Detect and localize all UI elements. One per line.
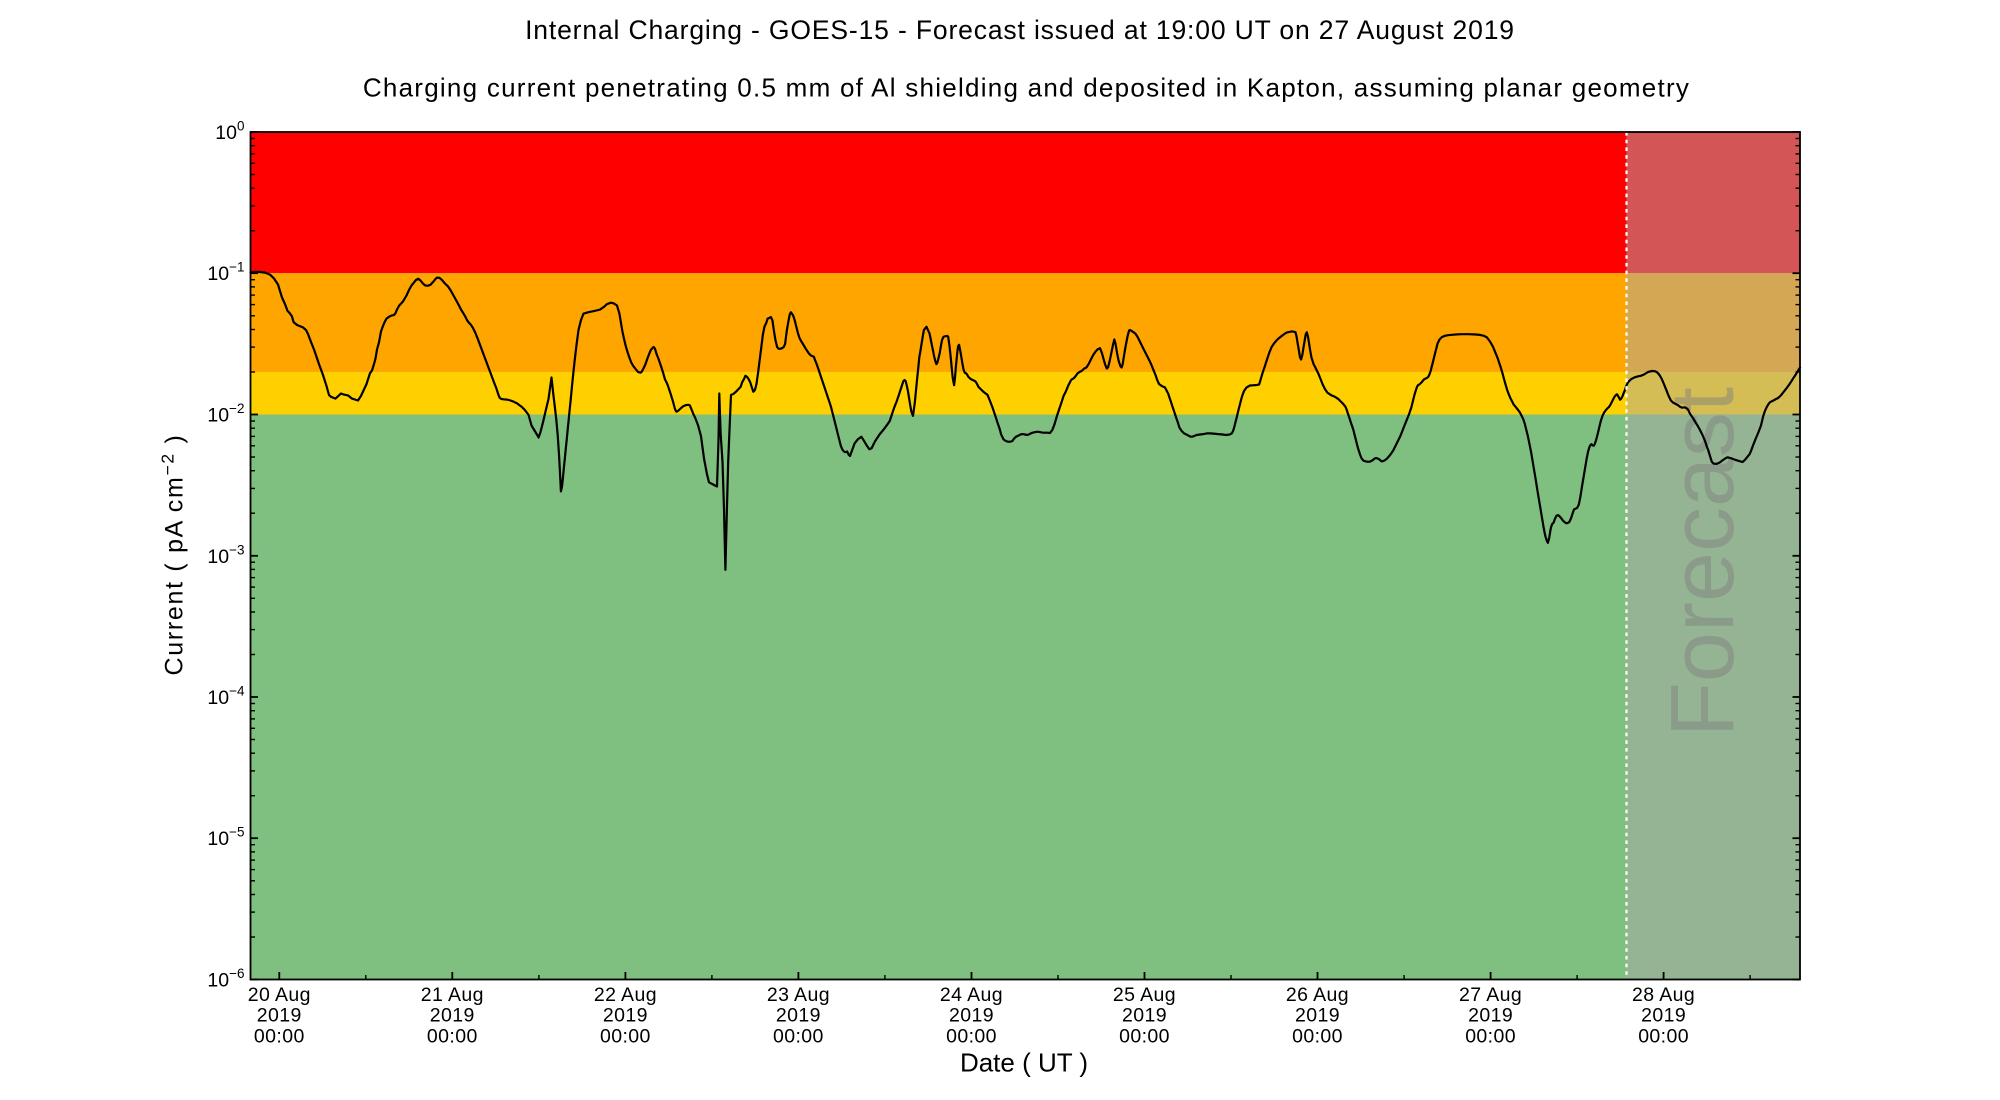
svg-text:2019: 2019 [1468, 1005, 1513, 1027]
svg-text:20 Aug: 20 Aug [248, 984, 311, 1006]
svg-text:2019: 2019 [1122, 1005, 1167, 1027]
svg-text:00:00: 00:00 [254, 1026, 305, 1048]
svg-text:00:00: 00:00 [1119, 1026, 1170, 1048]
svg-text:24 Aug: 24 Aug [940, 984, 1003, 1006]
svg-text:00:00: 00:00 [946, 1026, 997, 1048]
svg-text:00:00: 00:00 [600, 1026, 651, 1048]
svg-text:2019: 2019 [430, 1005, 475, 1027]
svg-text:Forecast: Forecast [1653, 387, 1753, 737]
svg-text:23 Aug: 23 Aug [767, 984, 830, 1006]
svg-text:Date ( UT ): Date ( UT ) [960, 1048, 1088, 1078]
svg-text:2019: 2019 [776, 1005, 821, 1027]
svg-text:2019: 2019 [1641, 1005, 1686, 1027]
svg-text:21 Aug: 21 Aug [421, 984, 484, 1006]
svg-text:00:00: 00:00 [1638, 1026, 1689, 1048]
svg-text:00:00: 00:00 [1465, 1026, 1516, 1048]
svg-text:Charging current penetrating 0: Charging current penetrating 0.5 mm of A… [363, 73, 1690, 103]
svg-text:00:00: 00:00 [427, 1026, 478, 1048]
svg-text:Internal Charging - GOES-15 -: Internal Charging - GOES-15 - Forecast i… [525, 15, 1515, 45]
svg-text:00:00: 00:00 [773, 1026, 824, 1048]
svg-text:26 Aug: 26 Aug [1286, 984, 1349, 1006]
svg-text:2019: 2019 [603, 1005, 648, 1027]
svg-text:2019: 2019 [257, 1005, 302, 1027]
svg-text:25 Aug: 25 Aug [1113, 984, 1176, 1006]
svg-text:2019: 2019 [1295, 1005, 1340, 1027]
svg-text:22 Aug: 22 Aug [594, 984, 657, 1006]
svg-text:28 Aug: 28 Aug [1632, 984, 1695, 1006]
svg-text:2019: 2019 [949, 1005, 994, 1027]
svg-text:00:00: 00:00 [1292, 1026, 1343, 1048]
svg-text:27 Aug: 27 Aug [1459, 984, 1522, 1006]
